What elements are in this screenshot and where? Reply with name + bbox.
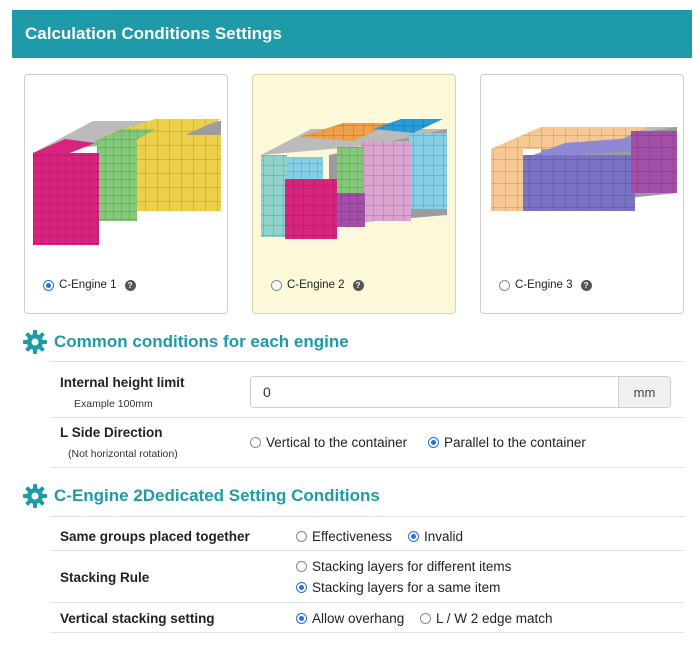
engine-2-label: C-Engine 2 xyxy=(287,279,345,291)
divider xyxy=(50,467,684,468)
l-side-label: L Side Direction xyxy=(60,425,163,440)
engine-1-radio[interactable] xyxy=(43,279,54,291)
engine-card-1[interactable]: C-Engine 1 ? xyxy=(24,74,228,314)
gear-icon xyxy=(23,330,47,354)
same-groups-effectiveness-label: Effectiveness xyxy=(312,529,393,544)
l-side-vertical-label: Vertical to the container xyxy=(266,435,408,450)
same-groups-effectiveness-option[interactable]: Effectiveness xyxy=(296,529,392,544)
stacking-same-item-option[interactable]: Stacking layers for a same item xyxy=(296,580,500,595)
same-groups-invalid-label: Invalid xyxy=(424,529,464,544)
help-icon[interactable]: ? xyxy=(352,279,364,291)
allow-overhang-radio[interactable] xyxy=(296,613,307,624)
l-side-parallel-label: Parallel to the container xyxy=(444,435,586,450)
stacking-different-items-label: Stacking layers for different items xyxy=(312,559,512,574)
engine-1-option[interactable]: C-Engine 1 ? xyxy=(43,279,136,291)
stacking-different-items-option[interactable]: Stacking layers for different items xyxy=(296,559,511,574)
engine-1-cargo-illustration xyxy=(33,119,221,245)
l-side-parallel-option[interactable]: Parallel to the container xyxy=(428,435,586,450)
l-side-vertical-radio[interactable] xyxy=(250,437,261,448)
same-groups-invalid-radio[interactable] xyxy=(408,531,419,542)
engine-2-option[interactable]: C-Engine 2 ? xyxy=(271,279,364,291)
same-groups-label: Same groups placed together xyxy=(60,529,250,544)
engine-card-3[interactable]: C-Engine 3 ? xyxy=(480,74,684,314)
engine-3-option[interactable]: C-Engine 3 ? xyxy=(499,279,592,291)
vertical-stacking-label: Vertical stacking setting xyxy=(60,611,215,626)
edge-match-option[interactable]: L / W 2 edge match xyxy=(420,611,553,626)
stacking-rule-label: Stacking Rule xyxy=(60,570,150,585)
height-limit-input[interactable] xyxy=(251,377,618,407)
divider xyxy=(50,632,684,633)
height-limit-input-group: mm xyxy=(250,376,671,408)
l-side-note: (Not horizontal rotation) xyxy=(68,448,178,460)
same-groups-effectiveness-radio[interactable] xyxy=(296,531,307,542)
divider xyxy=(50,361,684,362)
height-limit-unit: mm xyxy=(618,377,670,407)
common-conditions-heading: Common conditions for each engine xyxy=(22,329,349,355)
stacking-same-item-radio[interactable] xyxy=(296,582,307,593)
engine-1-label: C-Engine 1 xyxy=(59,279,117,291)
page-title: Calculation Conditions Settings xyxy=(25,24,282,43)
divider xyxy=(50,516,684,517)
edge-match-label: L / W 2 edge match xyxy=(436,611,553,626)
allow-overhang-option[interactable]: Allow overhang xyxy=(296,611,404,626)
l-side-parallel-radio[interactable] xyxy=(428,437,439,448)
engine-3-label: C-Engine 3 xyxy=(515,279,573,291)
engine2-conditions-heading: C-Engine 2Dedicated Setting Conditions xyxy=(22,483,380,509)
divider xyxy=(50,550,684,551)
engine2-conditions-title: C-Engine 2Dedicated Setting Conditions xyxy=(54,486,380,505)
help-icon[interactable]: ? xyxy=(580,279,592,291)
divider xyxy=(50,417,684,418)
engine-2-radio[interactable] xyxy=(271,279,282,291)
engine-2-cargo-illustration xyxy=(261,119,447,239)
help-icon[interactable]: ? xyxy=(124,279,136,291)
page-header: Calculation Conditions Settings xyxy=(12,10,692,58)
gear-icon xyxy=(23,484,47,508)
height-limit-example: Example 100mm xyxy=(74,398,153,410)
engine-3-cargo-illustration xyxy=(491,127,677,211)
common-conditions-title: Common conditions for each engine xyxy=(54,332,349,351)
divider xyxy=(50,602,684,603)
stacking-same-item-label: Stacking layers for a same item xyxy=(312,580,501,595)
same-groups-invalid-option[interactable]: Invalid xyxy=(408,529,463,544)
stacking-different-items-radio[interactable] xyxy=(296,561,307,572)
l-side-vertical-option[interactable]: Vertical to the container xyxy=(250,435,407,450)
height-limit-label: Internal height limit xyxy=(60,375,185,390)
engine-card-2[interactable]: C-Engine 2 ? xyxy=(252,74,456,314)
allow-overhang-label: Allow overhang xyxy=(312,611,405,626)
engine-3-radio[interactable] xyxy=(499,279,510,291)
edge-match-radio[interactable] xyxy=(420,613,431,624)
